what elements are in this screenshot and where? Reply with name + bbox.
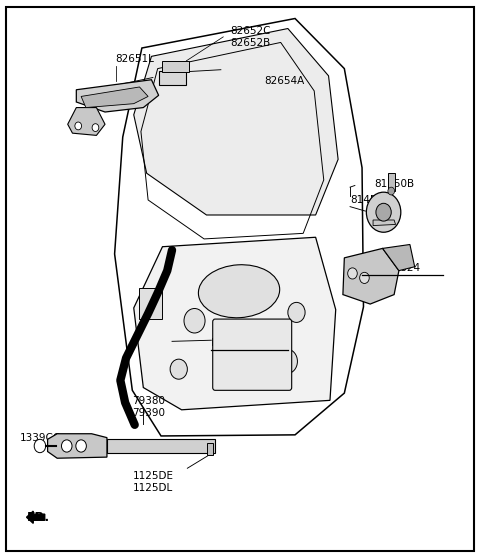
Text: REF.81-824: REF.81-824: [362, 263, 420, 273]
Bar: [139, 288, 161, 319]
Polygon shape: [81, 87, 148, 108]
Circle shape: [288, 302, 305, 323]
Bar: [158, 71, 186, 85]
Circle shape: [92, 124, 99, 132]
Text: 81350B: 81350B: [374, 179, 414, 189]
Bar: [207, 442, 213, 455]
Circle shape: [75, 122, 82, 130]
Text: 1339CC: 1339CC: [20, 432, 61, 442]
Text: 82654A: 82654A: [264, 76, 304, 86]
Circle shape: [184, 309, 205, 333]
Circle shape: [376, 203, 391, 221]
Text: 82652C
82652B: 82652C 82652B: [230, 26, 271, 47]
Circle shape: [360, 272, 369, 283]
Polygon shape: [134, 237, 336, 410]
Text: 81456C: 81456C: [350, 195, 391, 205]
Circle shape: [388, 187, 395, 195]
Circle shape: [348, 268, 357, 279]
Polygon shape: [134, 28, 338, 215]
Polygon shape: [343, 248, 399, 304]
Bar: [388, 173, 395, 191]
Circle shape: [366, 192, 401, 232]
Polygon shape: [76, 80, 158, 112]
Text: 82651L: 82651L: [116, 54, 155, 64]
Polygon shape: [68, 108, 105, 136]
Text: REF.60-760: REF.60-760: [211, 338, 269, 348]
FancyArrow shape: [26, 511, 45, 523]
Circle shape: [61, 440, 72, 452]
Circle shape: [276, 349, 298, 374]
Circle shape: [76, 440, 86, 452]
Ellipse shape: [198, 264, 280, 318]
Polygon shape: [383, 244, 415, 271]
Text: 1125DE
1125DL: 1125DE 1125DL: [132, 472, 173, 493]
Text: FR.: FR.: [27, 511, 50, 524]
Polygon shape: [115, 18, 363, 436]
FancyBboxPatch shape: [213, 319, 292, 391]
Bar: [107, 439, 215, 453]
Polygon shape: [373, 220, 396, 225]
Bar: [162, 61, 189, 72]
Circle shape: [34, 439, 46, 453]
Text: 79380
79390: 79380 79390: [132, 396, 165, 418]
Polygon shape: [48, 434, 107, 458]
Circle shape: [170, 359, 187, 379]
